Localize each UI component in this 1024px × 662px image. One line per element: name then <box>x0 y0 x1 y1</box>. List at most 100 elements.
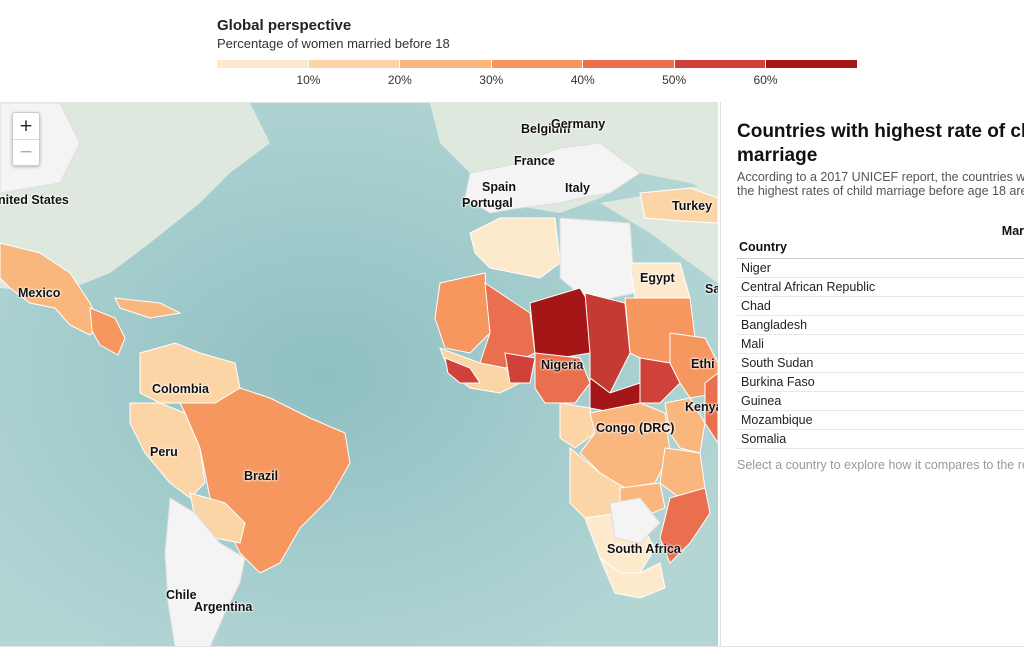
legend-tick-label: 50% <box>662 73 687 87</box>
table-row: Burkina Faso52% <box>737 372 1024 392</box>
region-cameroon[interactable] <box>559 402 596 449</box>
legend-tick-label: 20% <box>387 73 412 87</box>
legend-subtitle: Percentage of women married before 18 <box>217 36 450 51</box>
cell-country: South Sudan <box>737 353 983 373</box>
cell-married-by-18: 68% <box>983 277 1024 297</box>
region-algeria[interactable] <box>469 217 561 279</box>
table-body: Niger76%Central African Republic68%Chad6… <box>737 258 1024 449</box>
region-brazil[interactable] <box>179 387 351 574</box>
panel-title: Countries with highest rate of child mar… <box>737 121 1024 166</box>
cell-married-by-18: 76% <box>983 258 1024 278</box>
label-united-states: nited States <box>0 193 69 207</box>
choropleth-map[interactable]: nited States Mexico Colombia Peru Brazil… <box>0 102 718 647</box>
cell-married-by-18: 48% <box>983 410 1024 430</box>
column-header-country: Country <box>737 222 983 259</box>
label-egypt: Egypt <box>640 271 675 285</box>
region-argentina[interactable] <box>164 497 246 647</box>
region-guinea[interactable] <box>444 357 481 384</box>
label-south-africa: South Africa <box>607 542 681 556</box>
legend-swatch <box>308 60 400 68</box>
legend-tick-label: 60% <box>753 73 778 87</box>
map-canvas[interactable] <box>0 103 718 647</box>
region-nigeria[interactable] <box>534 352 591 404</box>
label-france: France <box>514 154 555 168</box>
cell-country: Somalia <box>737 429 983 449</box>
cell-married-by-18: 45% <box>983 429 1024 449</box>
region-caribbean[interactable] <box>114 297 182 319</box>
cell-married-by-18: 51% <box>983 391 1024 411</box>
region-zimbabwe[interactable] <box>609 497 661 544</box>
panel-note: Select a country to explore how it compa… <box>737 458 1024 472</box>
legend-swatch <box>674 60 766 68</box>
info-panel: Countries with highest rate of child mar… <box>720 102 1024 646</box>
label-chile: Chile <box>166 588 197 602</box>
table-header-row: Country Married by 18 <box>737 222 1024 259</box>
region-turkey[interactable] <box>639 187 718 224</box>
cell-country: Mozambique <box>737 410 983 430</box>
cell-country: Mali <box>737 334 983 354</box>
region-mexico[interactable] <box>0 242 101 336</box>
cell-country: Central African Republic <box>737 277 983 297</box>
label-germany: Germany <box>551 117 606 131</box>
region-mozambique[interactable] <box>659 487 711 564</box>
legend-tick-label: 10% <box>296 73 321 87</box>
label-mexico: Mexico <box>18 286 61 300</box>
label-belgium: Belgium <box>521 122 571 136</box>
legend-title: Global perspective <box>217 17 352 34</box>
region-europe[interactable] <box>464 142 641 214</box>
cell-married-by-18: 52% <box>983 353 1024 373</box>
panel-description: According to a 2017 UNICEF report, the c… <box>737 170 1024 198</box>
label-peru: Peru <box>150 445 178 459</box>
legend-swatch <box>766 60 858 68</box>
cell-married-by-18: 67% <box>983 296 1024 316</box>
label-ethiopia: Ethi <box>691 357 715 371</box>
highest-rate-table: Country Married by 18 Niger76%Central Af… <box>737 222 1024 449</box>
table-row: Niger76% <box>737 258 1024 278</box>
region-central-america[interactable] <box>89 307 126 356</box>
label-portugal: Portugal <box>462 196 513 210</box>
cell-married-by-18: 52% <box>983 372 1024 392</box>
label-spain: Spain <box>482 180 517 194</box>
legend-swatch <box>583 60 674 68</box>
label-italy: Italy <box>565 181 591 195</box>
region-mauritania[interactable] <box>434 272 491 354</box>
region-peru[interactable] <box>129 402 206 499</box>
label-colombia: Colombia <box>152 382 209 396</box>
label-congo-drc: Congo (DRC) <box>596 421 675 435</box>
cell-country: Chad <box>737 296 983 316</box>
zoom-in-button[interactable]: + <box>18 116 34 136</box>
region-burkina-faso[interactable] <box>504 352 536 384</box>
table-row: Mozambique48% <box>737 410 1024 430</box>
legend-swatch <box>217 60 308 68</box>
region-south-sudan[interactable] <box>639 357 681 404</box>
label-brazil: Brazil <box>244 469 279 483</box>
cell-country: Guinea <box>737 391 983 411</box>
label-kenya: Kenya <box>685 400 718 414</box>
cell-country: Bangladesh <box>737 315 983 335</box>
zoom-control: + − <box>12 112 40 166</box>
cell-country: Burkina Faso <box>737 372 983 392</box>
map-legend: Global perspective Percentage of women m… <box>0 0 1024 100</box>
region-south-africa[interactable] <box>598 556 666 599</box>
table-row: Bangladesh59% <box>737 315 1024 335</box>
table-row: Guinea51% <box>737 391 1024 411</box>
label-argentina: Argentina <box>194 600 253 614</box>
label-turkey: Turkey <box>672 199 713 213</box>
label-saudi-arabia: Sa <box>705 282 718 296</box>
cell-married-by-18: 52% <box>983 334 1024 354</box>
zoom-out-button[interactable]: − <box>13 139 39 165</box>
label-nigeria: Nigeria <box>541 358 584 372</box>
legend-tick-label: 40% <box>570 73 595 87</box>
cell-married-by-18: 59% <box>983 315 1024 335</box>
cell-country: Niger <box>737 258 983 278</box>
table-row: South Sudan52% <box>737 353 1024 373</box>
legend-tick-labels: 10% 20% 30% 40% 50% 60% <box>217 73 857 89</box>
legend-color-scale <box>217 60 858 68</box>
region-somalia[interactable] <box>704 372 718 444</box>
legend-swatch <box>491 60 583 68</box>
table-row: Central African Republic68% <box>737 277 1024 297</box>
legend-swatch <box>400 60 491 68</box>
legend-tick-label: 30% <box>479 73 504 87</box>
region-libya[interactable] <box>559 217 636 304</box>
footer-divider <box>0 646 1024 647</box>
